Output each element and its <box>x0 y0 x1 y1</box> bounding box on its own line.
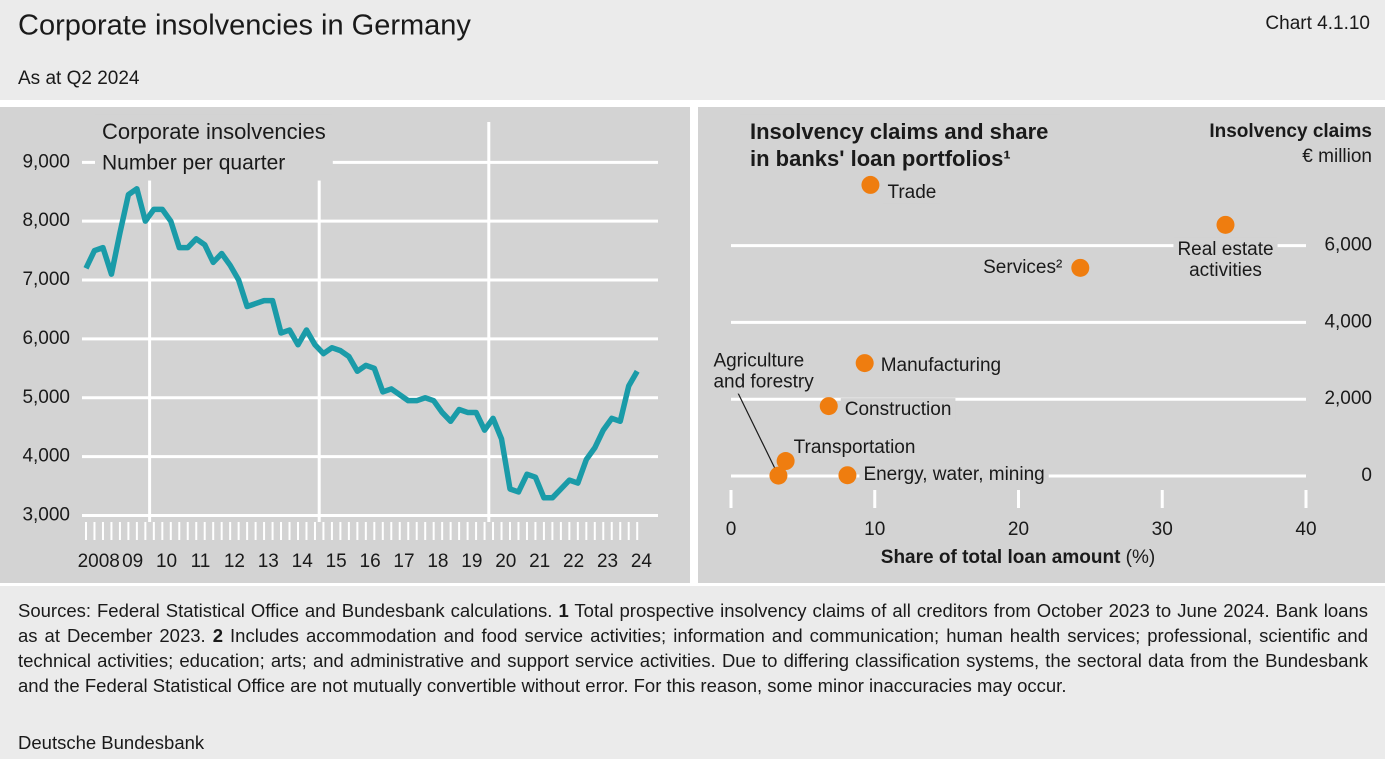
organisation: Deutsche Bundesbank <box>18 732 205 753</box>
note-marker: 1 <box>558 600 569 621</box>
y-tick-label: 4,000 <box>1324 311 1372 332</box>
header-bg <box>0 0 1385 100</box>
label-bg <box>979 255 1067 279</box>
x-tick-label: 21 <box>529 551 550 572</box>
y-tick-label: 6,000 <box>22 328 70 349</box>
x-tick-label: 20 <box>495 551 516 572</box>
x-tick-label: 24 <box>631 551 653 572</box>
point <box>819 397 838 416</box>
x-tick-label: 17 <box>393 551 414 572</box>
panel-right <box>698 107 1385 583</box>
y-tick-label: 5,000 <box>22 387 70 408</box>
point <box>776 452 795 471</box>
y-axis-unit: € million <box>1302 146 1372 167</box>
x-tick-label: 11 <box>191 551 211 572</box>
point-label: activities <box>1189 260 1262 281</box>
y-tick-label: 8,000 <box>22 210 70 231</box>
x-tick-label: 20 <box>1008 519 1029 540</box>
point-label: Manufacturing <box>881 355 1001 376</box>
page-title: Corporate insolvencies in Germany <box>18 10 471 42</box>
panel-title: Insolvency claims and share <box>750 119 1048 144</box>
point-label: Services² <box>983 257 1062 278</box>
label-bg <box>709 349 809 373</box>
label-bg <box>1173 237 1278 261</box>
y-tick-label: 4,000 <box>22 446 70 467</box>
leader-line <box>737 392 779 476</box>
point <box>1216 215 1235 234</box>
x-axis-label: Share of total loan amount (%) <box>881 547 1155 568</box>
title-bg <box>740 114 1061 177</box>
point-label: Transportation <box>794 437 916 458</box>
x-tick-label: 40 <box>1295 519 1316 540</box>
panel-title: in banks' loan portfolios¹ <box>750 146 1011 171</box>
x-tick-label: 10 <box>156 551 177 572</box>
label-bg <box>789 436 920 460</box>
y-tick-label: 7,000 <box>22 269 70 290</box>
point <box>1071 258 1090 277</box>
point-label: Real estate <box>1177 239 1273 260</box>
panel-title: Corporate insolvencies <box>102 119 326 144</box>
x-tick-label: 15 <box>326 551 347 572</box>
point <box>769 466 788 485</box>
x-tick-label: 14 <box>292 551 314 572</box>
x-tick-label: 22 <box>563 551 584 572</box>
label-bg <box>883 180 941 204</box>
label-bg <box>1185 258 1266 282</box>
chart-id: Chart 4.1.10 <box>1265 13 1370 34</box>
title-bg <box>1201 117 1385 172</box>
note-marker: 2 <box>212 625 223 646</box>
label-bg <box>859 463 1049 487</box>
x-tick-label: 18 <box>427 551 448 572</box>
y-tick-label: 2,000 <box>1324 388 1372 409</box>
x-axis-title: Share of total loan amount <box>881 547 1121 568</box>
note: Total prospective insolvency claims of a… <box>18 600 1369 646</box>
x-tick-label: 0 <box>726 519 737 540</box>
y-tick-label: 6,000 <box>1324 235 1372 256</box>
x-tick-label: 10 <box>864 519 885 540</box>
chart-area: Corporate insolvencies in Germany Chart … <box>0 0 1385 583</box>
page-subtitle: As at Q2 2024 <box>18 68 140 89</box>
point <box>861 175 880 194</box>
x-tick-label: 23 <box>597 551 618 572</box>
x-tick-label: 09 <box>122 551 143 572</box>
line <box>83 186 640 501</box>
x-axis-unit: (%) <box>1126 547 1156 568</box>
footer: Sources: Federal Statistical Office and … <box>0 586 1385 759</box>
sources: Sources: Federal Statistical Office and … <box>18 600 553 621</box>
point-label: Agriculture <box>713 351 804 372</box>
x-tick-label: 2008 <box>78 551 120 572</box>
x-tick-label: 19 <box>461 551 482 572</box>
point <box>855 354 874 373</box>
panel-subtitle: Number per quarter <box>102 152 285 175</box>
x-tick-label: 30 <box>1152 519 1173 540</box>
y-tick-label: 9,000 <box>22 151 70 172</box>
label-bg <box>840 398 956 422</box>
note: Includes accommodation and food service … <box>18 625 1368 696</box>
point-label: and forestry <box>713 372 814 393</box>
x-tick-label: 13 <box>258 551 279 572</box>
x-tick-label: 12 <box>224 551 245 572</box>
point-label: Construction <box>845 399 952 420</box>
point-label: Trade <box>887 182 936 203</box>
y-axis-title: Insolvency claims <box>1209 121 1372 142</box>
notes: Sources: Federal Statistical Office and … <box>18 598 1368 698</box>
point <box>838 466 857 485</box>
y-tick-label: 3,000 <box>22 504 70 525</box>
label-bg <box>876 354 1006 378</box>
panel-left <box>0 107 690 583</box>
label-bg <box>709 370 819 394</box>
point-label: Energy, water, mining <box>863 464 1044 485</box>
x-tick-label: 16 <box>360 551 381 572</box>
y-tick-label: 0 <box>1361 465 1372 486</box>
title-bg <box>95 114 333 181</box>
